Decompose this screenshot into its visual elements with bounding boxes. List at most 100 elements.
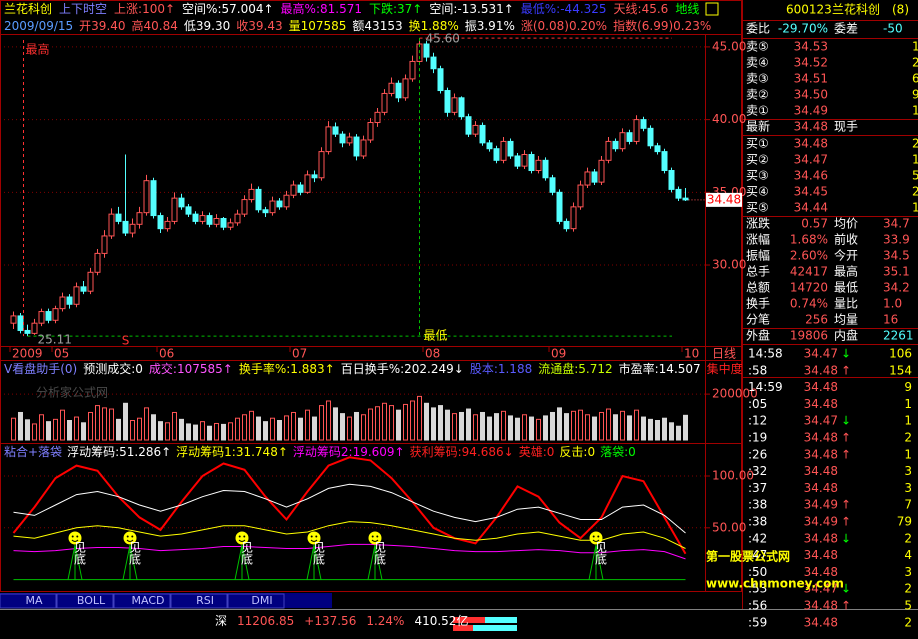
- x-tick-label: 07: [292, 347, 307, 361]
- settings-icon[interactable]: [705, 2, 719, 16]
- volume-bar: [53, 418, 58, 441]
- header-row-item: 额43153: [352, 19, 402, 33]
- volume-bar: [508, 415, 513, 441]
- header-row-item: 2009/09/15: [4, 19, 73, 33]
- candle-body: [640, 119, 647, 129]
- index-quote-item: +137.56: [304, 614, 356, 628]
- volume-bar: [32, 423, 37, 441]
- volume-bar: [130, 420, 135, 441]
- volume-bar: [480, 411, 485, 441]
- tick-direction: ↑: [841, 363, 851, 377]
- volume-bar: [214, 422, 219, 441]
- candle-body: [150, 180, 157, 217]
- tab[interactable]: BOLL: [56, 593, 114, 609]
- tick-price: 34.47: [804, 414, 838, 428]
- header-row-item: 地线: [675, 2, 699, 16]
- index-quote-item: 1.24%: [366, 614, 404, 628]
- candle-body: [129, 223, 136, 234]
- tab-button[interactable]: [56, 593, 114, 609]
- tab[interactable]: MACD: [113, 593, 171, 609]
- candle-body: [94, 252, 101, 273]
- candle-body: [423, 43, 430, 58]
- field-label: 涨幅: [746, 232, 770, 247]
- field-value: 34.2: [883, 281, 910, 295]
- signal-eye: [371, 535, 374, 538]
- volume-header-item: 预测成交:0: [83, 361, 143, 376]
- field-value: 0.74%: [790, 297, 828, 311]
- ask-volume: 1: [912, 104, 918, 118]
- signal-tent: [367, 544, 383, 580]
- tab-button[interactable]: [227, 593, 285, 609]
- tab-button[interactable]: [0, 593, 57, 609]
- volume-bar: [403, 403, 408, 441]
- field-label: 最低: [834, 281, 858, 295]
- tick-direction: ↓: [841, 414, 851, 428]
- candle-body: [185, 206, 192, 215]
- field-value: 33.9: [883, 233, 910, 247]
- tab-label[interactable]: DMI: [251, 594, 272, 607]
- tab-label[interactable]: MACD: [132, 594, 165, 607]
- candle-body: [59, 296, 66, 310]
- field-label: 今开: [834, 248, 858, 263]
- field-label: 现手: [834, 120, 858, 134]
- candle-body: [255, 188, 262, 211]
- high-label: 最高: [26, 42, 50, 57]
- volume-bar: [186, 423, 191, 441]
- field-label: 均量: [834, 313, 858, 327]
- volume-bar: [466, 408, 471, 441]
- tick-time: :47: [748, 548, 767, 562]
- signal-face: [368, 531, 382, 545]
- tick-direction: ↑: [841, 599, 851, 613]
- ask-volume: 9: [912, 88, 918, 102]
- tab[interactable]: RSI: [170, 593, 228, 609]
- volume-bar: [676, 425, 681, 441]
- volume-bar: [368, 408, 373, 441]
- tick-time: 14:58: [748, 347, 783, 361]
- candle-body: [633, 119, 640, 142]
- ask-price: 34.51: [794, 72, 828, 86]
- header-row-item: 收39.43: [236, 19, 282, 33]
- field-value: 14720: [790, 281, 828, 295]
- candle-body: [234, 213, 241, 224]
- volume-bar: [648, 418, 653, 441]
- field-value: 42417: [790, 265, 828, 279]
- volume-bar: [235, 417, 240, 441]
- watermark: 分析家公式网: [36, 385, 108, 400]
- volume-bar: [396, 409, 401, 441]
- volume-bar: [571, 410, 576, 441]
- candle-body: [304, 174, 311, 193]
- header-row-item: 下跌:37↑: [369, 1, 422, 16]
- tab-label[interactable]: MA: [25, 594, 42, 607]
- tick-volume: 154: [889, 363, 912, 377]
- candle-body: [290, 184, 297, 196]
- tab[interactable]: MA: [0, 593, 57, 609]
- tick-time: :37: [748, 481, 767, 495]
- candle-body: [213, 217, 220, 225]
- candle-body: [675, 188, 682, 199]
- tab-button[interactable]: [113, 593, 171, 609]
- tick-time: :32: [748, 464, 767, 478]
- candle-body: [395, 82, 402, 99]
- low-value: 25.11: [38, 333, 72, 347]
- candle-body: [388, 82, 395, 94]
- field-value: 34.7: [883, 217, 910, 231]
- status-bar: [0, 609, 918, 639]
- tab-label[interactable]: BOLL: [77, 594, 106, 607]
- tab-label[interactable]: RSI: [196, 594, 214, 607]
- candle-body: [262, 209, 269, 214]
- volume-bar: [326, 400, 331, 441]
- volume-bar: [228, 422, 233, 441]
- volume-bar: [354, 411, 359, 441]
- tick-time: :38: [748, 515, 767, 529]
- candle-body: [479, 124, 486, 144]
- tick-volume: 2: [904, 431, 912, 445]
- signal-face: [123, 531, 137, 545]
- tab[interactable]: DMI: [227, 593, 285, 609]
- header-row-item: 最高%:81.571: [281, 1, 362, 16]
- header-row-item: 空间:-13.531↑: [429, 2, 513, 16]
- signal-mouth: [126, 539, 134, 542]
- tick-volume: 4: [904, 548, 912, 562]
- tab-button[interactable]: [170, 593, 228, 609]
